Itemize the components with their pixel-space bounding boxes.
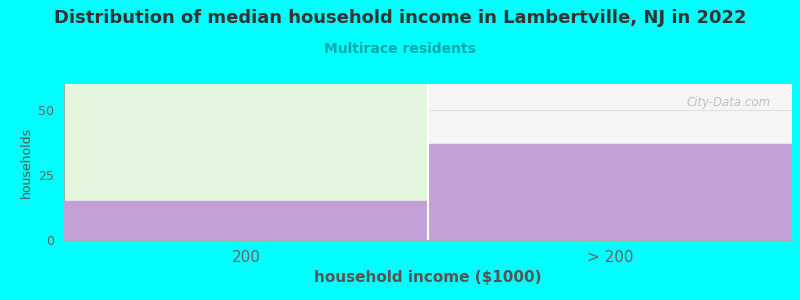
Bar: [64, 84, 428, 240]
Text: City-Data.com: City-Data.com: [686, 97, 770, 110]
Text: Distribution of median household income in Lambertville, NJ in 2022: Distribution of median household income …: [54, 9, 746, 27]
Bar: [428, 144, 792, 240]
Bar: [64, 201, 428, 240]
Text: Multirace residents: Multirace residents: [324, 42, 476, 56]
X-axis label: household income ($1000): household income ($1000): [314, 270, 542, 285]
Y-axis label: households: households: [20, 126, 33, 198]
